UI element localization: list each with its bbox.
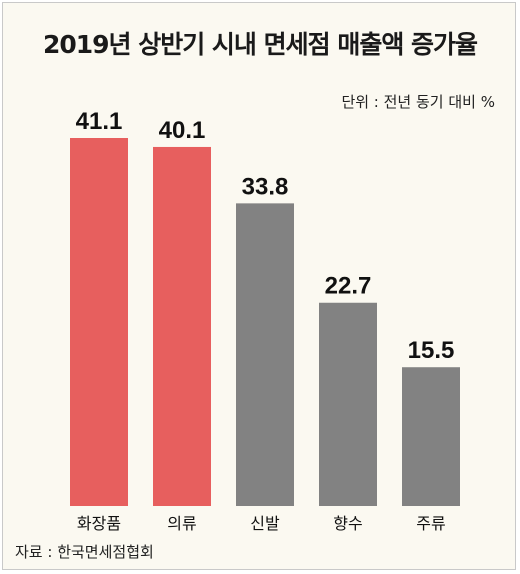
bar-4	[319, 302, 377, 506]
chart-frame: 2019년 상반기 시내 면세점 매출액 증가율 단위 : 전년 동기 대비 %…	[2, 2, 516, 570]
source-note: 자료 : 한국면세점협회	[15, 543, 154, 561]
bar-1	[70, 138, 128, 506]
category-label-3: 신발	[250, 514, 280, 533]
category-label-5: 주류	[416, 514, 445, 533]
bar-5	[402, 367, 460, 506]
value-label-3: 33.8	[242, 173, 289, 200]
value-label-4: 22.7	[325, 273, 372, 300]
category-label-2: 의류	[167, 514, 196, 533]
value-label-2: 40.1	[159, 117, 206, 144]
bar-chart: 41.1 화장품 40.1 의류 33.8 신발 22.7 향수 15.5 주류	[70, 108, 460, 533]
unit-note: 단위 : 전년 동기 대비 %	[341, 93, 495, 111]
category-label-1: 화장품	[77, 514, 121, 533]
bar-3	[236, 203, 294, 506]
chart-title: 2019년 상반기 시내 면세점 매출액 증가율	[42, 30, 478, 59]
category-label-4: 향수	[333, 514, 362, 533]
bar-2	[153, 146, 211, 506]
value-label-5: 15.5	[408, 337, 455, 364]
value-label-1: 41.1	[76, 108, 123, 135]
